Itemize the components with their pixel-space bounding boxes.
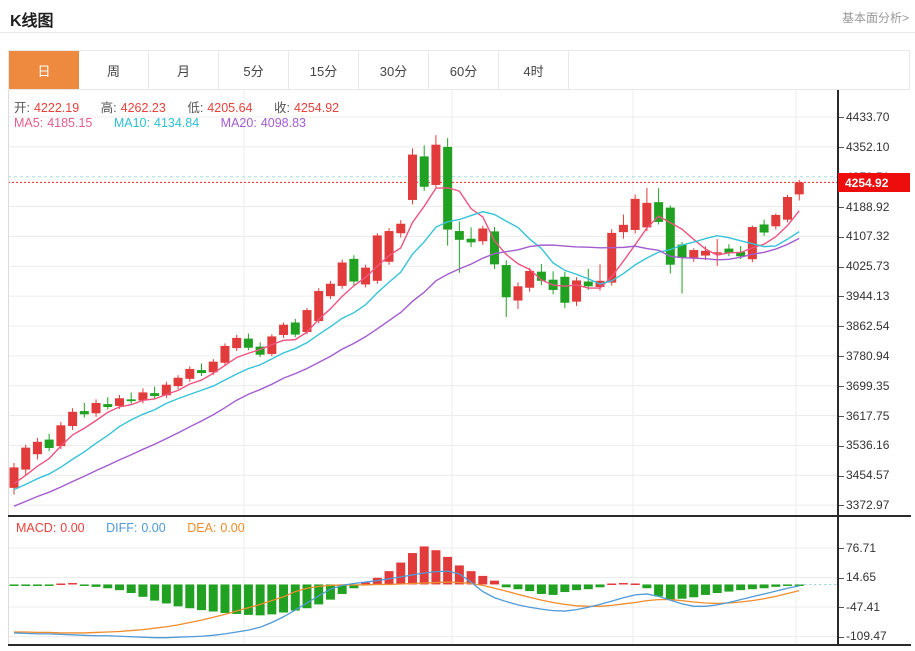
close-label: 收: xyxy=(273,101,290,115)
high-value: 4262.23 xyxy=(120,101,166,115)
ma20-label: MA20: xyxy=(220,116,257,130)
macd-tick-label: 76.71 xyxy=(839,541,876,555)
tab-15min[interactable]: 15分 xyxy=(289,51,359,89)
open-value: 4222.19 xyxy=(33,101,80,115)
price-tick-label: 3862.54 xyxy=(839,319,889,333)
high-label: 高: xyxy=(100,101,117,115)
pane-separator xyxy=(8,515,911,517)
macd-legend: MACD: 0.00 DIFF: 0.00 DEA: 0.00 xyxy=(16,521,249,535)
price-tick-label: 4025.73 xyxy=(839,259,889,273)
ma-legend: MA5: 4185.15 MA10: 4134.84 MA20: 4098.83 xyxy=(14,116,310,130)
close-value: 4254.92 xyxy=(293,101,340,115)
ma5-label: MA5: xyxy=(14,116,44,130)
current-price-badge: 4254.92 xyxy=(838,173,910,192)
ma10-label: MA10: xyxy=(113,116,150,130)
price-tick-label: 3617.75 xyxy=(839,409,889,423)
tabbar-filler xyxy=(569,51,909,89)
tab-4hour[interactable]: 4时 xyxy=(499,51,569,89)
header-divider xyxy=(0,32,915,33)
price-tick-label: 3780.94 xyxy=(839,349,889,363)
price-tick-label: 3699.35 xyxy=(839,379,889,393)
low-value: 4205.64 xyxy=(207,101,253,115)
price-tick-label: 3536.16 xyxy=(839,438,889,452)
axis-line xyxy=(837,90,839,646)
chart-left-border xyxy=(8,90,9,645)
price-tick-label: 4433.70 xyxy=(839,110,889,124)
tab-30min[interactable]: 30分 xyxy=(359,51,429,89)
price-tick-label: 4107.32 xyxy=(839,229,889,243)
tab-day[interactable]: 日 xyxy=(9,51,79,89)
fundamental-analysis-link[interactable]: 基本面分析> xyxy=(841,11,909,25)
diff-value: 0.00 xyxy=(141,521,166,535)
macd-tick-label: 14.65 xyxy=(839,570,876,584)
price-tick-label: 3372.97 xyxy=(839,498,889,512)
tab-month[interactable]: 月 xyxy=(149,51,219,89)
diff-label: DIFF: xyxy=(106,521,138,535)
tab-week[interactable]: 周 xyxy=(79,51,149,89)
macd-tick-label: -47.41 xyxy=(839,600,880,614)
tab-5min[interactable]: 5分 xyxy=(219,51,289,89)
price-tick-label: 3454.57 xyxy=(839,468,889,482)
dea-value: 0.00 xyxy=(220,521,245,535)
chart-bottom-border xyxy=(8,644,911,646)
ma10-value: 4134.84 xyxy=(154,116,200,130)
ma20-value: 4098.83 xyxy=(260,116,306,130)
price-tick-label: 4352.10 xyxy=(839,140,889,154)
macd-value: 0.00 xyxy=(60,521,85,535)
price-tick-label: 3944.13 xyxy=(839,289,889,303)
macd-pane[interactable] xyxy=(8,517,838,645)
ohlc-legend: 开: 4222.19 高: 4262.23 低: 4205.64 收: 4254.92 xyxy=(14,97,343,116)
low-label: 低: xyxy=(187,101,204,115)
macd-label: MACD: xyxy=(16,521,57,535)
candlestick-pane[interactable] xyxy=(8,90,838,517)
open-label: 开: xyxy=(14,101,30,115)
ma5-value: 4185.15 xyxy=(47,116,93,130)
macd-tick-label: -109.47 xyxy=(839,629,887,643)
period-tabbar: 日 周 月 5分 15分 30分 60分 4时 xyxy=(8,50,910,90)
price-tick-label: 4188.92 xyxy=(839,200,889,214)
page-title: K线图 xyxy=(10,13,54,30)
dea-label: DEA: xyxy=(187,521,217,535)
tab-60min[interactable]: 60分 xyxy=(429,51,499,89)
